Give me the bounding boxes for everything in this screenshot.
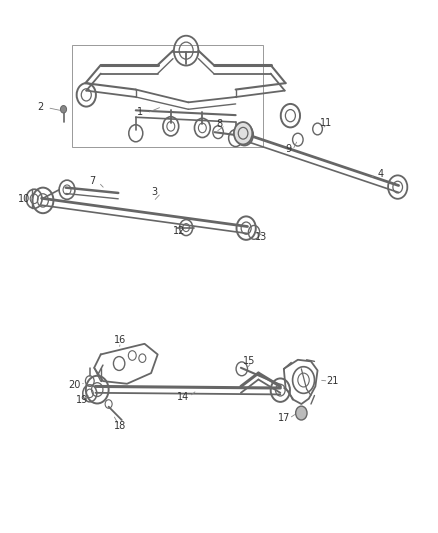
Text: 4: 4	[377, 169, 383, 179]
Circle shape	[296, 406, 307, 420]
Text: 19: 19	[76, 395, 88, 405]
Text: 10: 10	[18, 194, 30, 204]
Circle shape	[60, 106, 67, 113]
Text: 12: 12	[173, 227, 185, 236]
Text: 16: 16	[114, 335, 127, 345]
Circle shape	[234, 122, 252, 144]
Text: 7: 7	[89, 176, 95, 186]
Text: 20: 20	[68, 380, 81, 390]
Text: 3: 3	[151, 187, 157, 197]
Text: 8: 8	[217, 119, 223, 128]
Text: 2: 2	[38, 102, 44, 111]
Text: 21: 21	[326, 376, 338, 386]
Text: 11: 11	[320, 118, 332, 127]
Text: 1: 1	[137, 107, 143, 117]
Text: 15: 15	[243, 357, 255, 366]
Bar	[72, 45, 263, 147]
Text: 18: 18	[114, 422, 127, 431]
Text: 17: 17	[278, 414, 290, 423]
Text: 13: 13	[255, 232, 268, 242]
Text: 14: 14	[177, 392, 189, 402]
Text: 9: 9	[285, 144, 291, 154]
